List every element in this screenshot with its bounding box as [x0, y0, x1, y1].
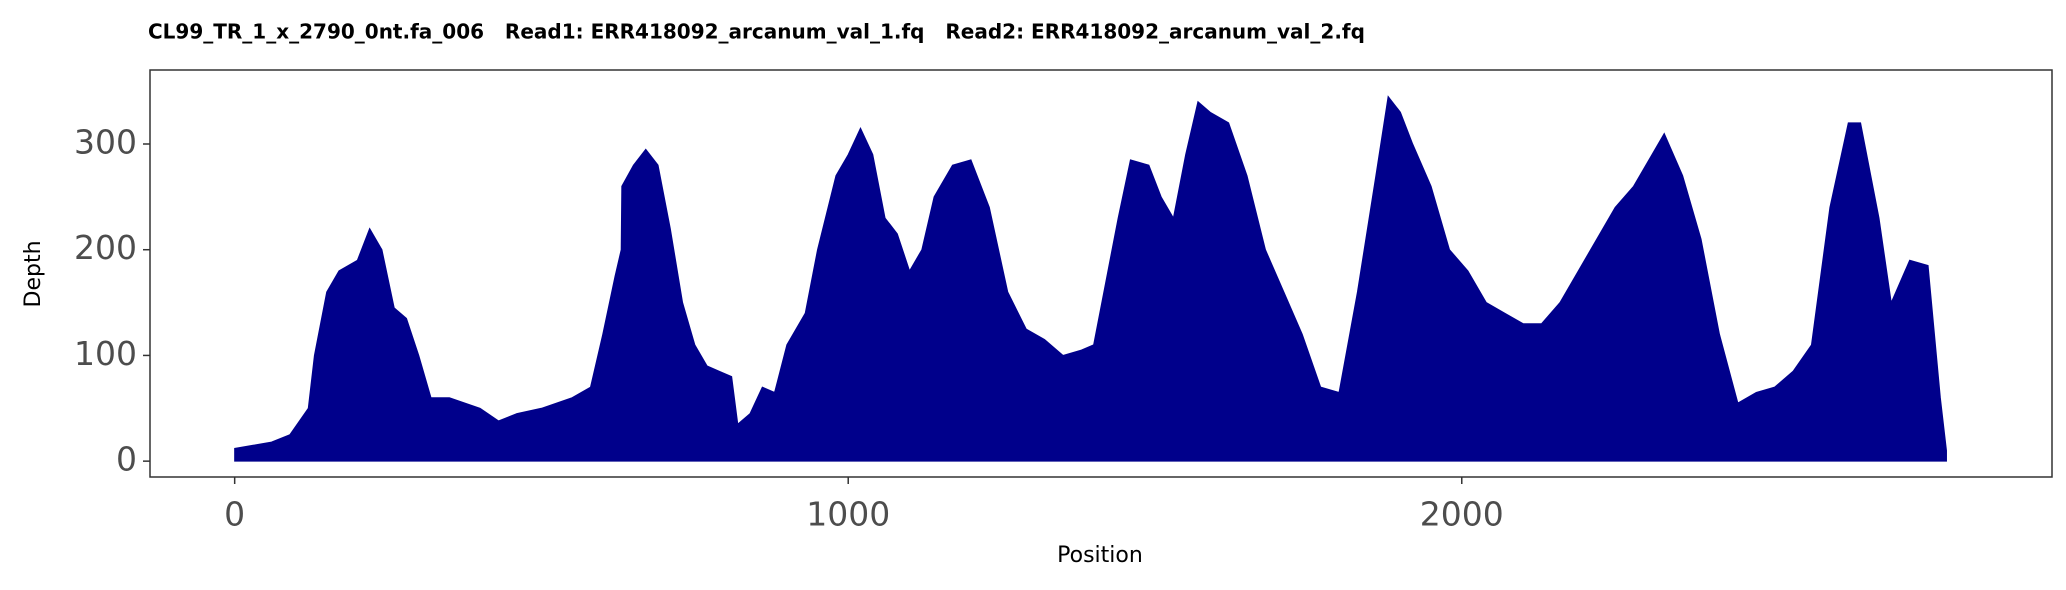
y-tick-label: 100 [74, 334, 137, 373]
y-tick-label: 200 [74, 228, 137, 267]
x-tick-label: 2000 [1420, 495, 1504, 534]
x-tick-label: 1000 [806, 495, 890, 534]
plot-border [149, 69, 2053, 478]
y-tick-label: 300 [74, 123, 137, 162]
x-axis-label: Position [1057, 543, 1143, 568]
y-axis-label: Depth [21, 240, 46, 307]
y-tick-label: 0 [116, 440, 137, 479]
x-tick-label: 0 [224, 495, 245, 534]
depth-area [234, 95, 1947, 462]
chart-title: CL99_TR_1_x_2790_0nt.fa_006 Read1: ERR41… [148, 20, 1365, 44]
